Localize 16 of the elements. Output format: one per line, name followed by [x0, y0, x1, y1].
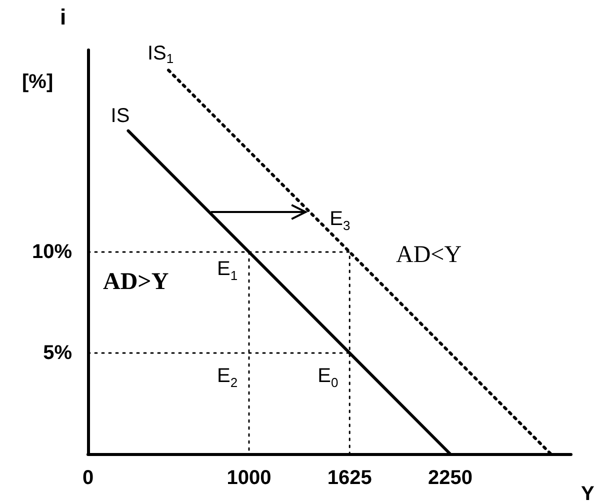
- series-label: IS: [110, 104, 130, 127]
- x-tick-label: 0: [82, 467, 94, 489]
- annotation: AD>Y: [103, 269, 169, 295]
- x-tick-label: 2250: [428, 467, 472, 489]
- y-tick-label: 10%: [32, 241, 72, 263]
- y-axis-title: i: [60, 4, 66, 30]
- x-tick-label: 1000: [226, 467, 272, 489]
- annotation: AD<Y: [396, 242, 462, 268]
- annotation: E$_{1}$: [217, 258, 238, 283]
- text: [%]: [22, 71, 54, 93]
- annotation: E$_{2}$: [217, 365, 238, 390]
- annotation: E$_{3}$: [330, 208, 350, 233]
- y-tick-label: 5%: [43, 342, 72, 364]
- annotation: E$_{0}$: [318, 365, 338, 390]
- x-tick-label: 1625: [327, 467, 372, 489]
- x-axis-title: Y: [581, 483, 595, 504]
